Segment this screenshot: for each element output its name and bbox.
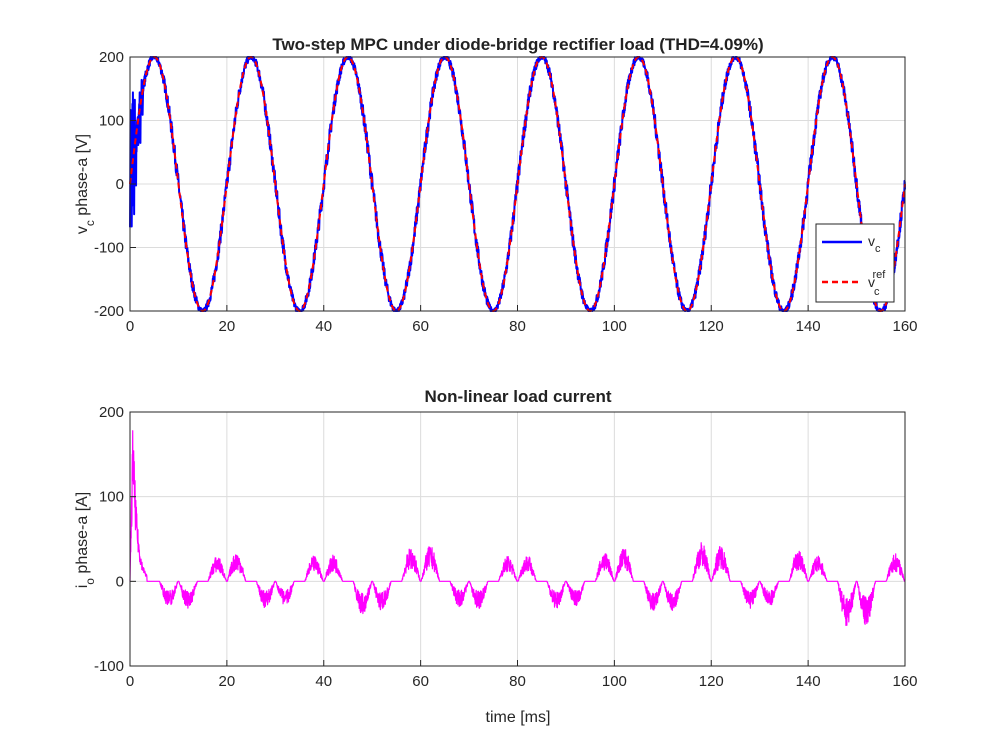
- current-x-tick-label: 80: [509, 673, 526, 690]
- io-series-line: [129, 430, 906, 627]
- current-y-axis-label: io phase-a [A]: [74, 492, 97, 589]
- voltage-x-tick-label: 80: [509, 318, 526, 335]
- current-x-tick-label: 60: [412, 673, 429, 690]
- current-y-tick-label: 200: [99, 404, 124, 421]
- voltage-x-tick-label: 100: [602, 318, 627, 335]
- voltage-x-tick-label: 40: [315, 318, 332, 335]
- current-x-tick-label: 140: [796, 673, 821, 690]
- current-y-tick-label: -100: [94, 658, 124, 675]
- current-y-tick-label: 100: [99, 489, 124, 506]
- voltage-tick-labels: 0 20 40 60 80 100 120 140 160 -200 -100 0 100 200: [94, 49, 918, 335]
- voltage-x-tick-label: 0: [126, 318, 134, 335]
- voltage-y-tick-label: 200: [99, 49, 124, 66]
- vref-series-line: [129, 55, 906, 313]
- voltage-x-tick-label: 120: [699, 318, 724, 335]
- current-x-tick-label: 120: [699, 673, 724, 690]
- legend-vref-label: vcref: [868, 269, 886, 298]
- voltage-x-tick-label: 60: [412, 318, 429, 335]
- current-y-tick-label: 0: [116, 573, 124, 590]
- current-x-tick-label: 160: [892, 673, 917, 690]
- time-x-axis-label: time [ms]: [486, 709, 551, 726]
- voltage-axes: Two-step MPC under diode-bridge rectifie…: [74, 35, 918, 335]
- voltage-y-tick-label: -100: [94, 240, 124, 257]
- legend-box: [815, 223, 895, 303]
- voltage-chart-title: Two-step MPC under diode-bridge rectifie…: [272, 35, 763, 54]
- current-plot-area: [129, 430, 906, 627]
- legend-vc-label: vc: [868, 233, 881, 255]
- voltage-y-tick-label: -200: [94, 303, 124, 320]
- voltage-legend: vc vcref: [815, 223, 895, 303]
- current-axes: Non-linear load current 0 20 40 60 80 100 120 1…: [74, 387, 918, 726]
- voltage-plot-area: [129, 55, 906, 313]
- voltage-y-tick-label: 100: [99, 113, 124, 130]
- voltage-axes-frame: [129, 56, 906, 312]
- current-axes-frame: [129, 411, 906, 667]
- current-x-tick-label: 20: [219, 673, 236, 690]
- current-x-tick-label: 0: [126, 673, 134, 690]
- voltage-x-tick-label: 140: [796, 318, 821, 335]
- current-x-tick-label: 100: [602, 673, 627, 690]
- voltage-x-tick-label: 160: [892, 318, 917, 335]
- voltage-y-axis-label: vc phase-a [V]: [74, 134, 97, 234]
- current-chart-title: Non-linear load current: [424, 387, 611, 406]
- current-x-tick-label: 40: [315, 673, 332, 690]
- voltage-y-tick-label: 0: [116, 176, 124, 193]
- voltage-x-tick-label: 20: [219, 318, 236, 335]
